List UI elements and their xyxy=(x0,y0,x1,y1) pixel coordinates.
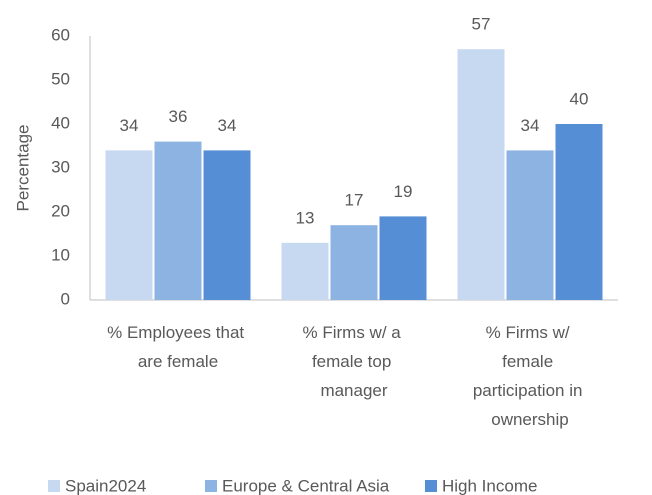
legend-label: Europe & Central Asia xyxy=(222,476,390,495)
legend-swatch xyxy=(48,480,60,492)
y-tick-label: 60 xyxy=(51,25,70,44)
legend-swatch xyxy=(205,480,217,492)
legend-swatch xyxy=(425,480,437,492)
y-tick-label: 10 xyxy=(51,245,70,264)
bar xyxy=(506,150,554,300)
bar xyxy=(457,49,505,301)
bar xyxy=(203,150,251,300)
x-tick-label: % Employees that are female xyxy=(107,323,249,371)
data-label: 40 xyxy=(570,89,589,108)
data-label: 34 xyxy=(218,116,237,135)
bar xyxy=(281,242,329,300)
y-tick-label: 20 xyxy=(51,201,70,220)
y-tick-label: 30 xyxy=(51,157,70,176)
data-label: 34 xyxy=(521,116,540,135)
data-label: 19 xyxy=(394,182,413,201)
bar xyxy=(379,216,427,300)
x-tick-label: % Firms w/ female participation in owner… xyxy=(473,323,587,429)
bar xyxy=(154,141,202,300)
y-tick-label: 50 xyxy=(51,69,70,88)
data-label: 17 xyxy=(345,191,364,210)
data-label: 36 xyxy=(169,107,188,126)
data-label: 34 xyxy=(120,116,139,135)
y-axis-label: Percentage xyxy=(13,125,32,212)
legend-label: Spain2024 xyxy=(65,476,146,495)
y-tick-label: 0 xyxy=(61,289,70,308)
x-tick-label: % Firms w/ a female top manager xyxy=(303,323,406,400)
y-tick-label: 40 xyxy=(51,113,70,132)
bar xyxy=(105,150,153,300)
legend-label: High Income xyxy=(442,476,537,495)
bar xyxy=(330,225,378,300)
data-label: 13 xyxy=(296,208,315,227)
data-label: 57 xyxy=(472,15,491,34)
bar xyxy=(555,124,603,300)
